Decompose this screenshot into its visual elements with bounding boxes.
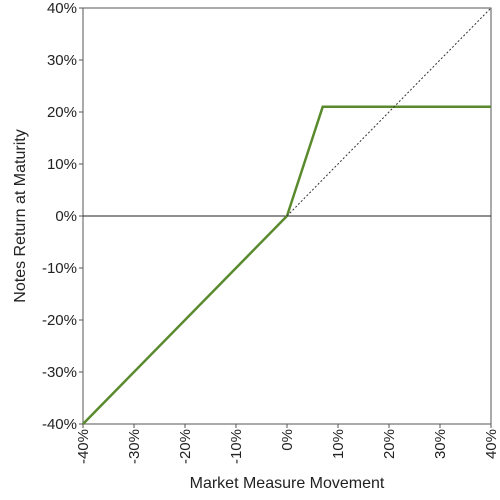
y-tick-label: 20% [47, 104, 77, 121]
x-tick-label: 0% [279, 429, 296, 451]
x-tick-label: 30% [432, 429, 449, 459]
x-tick-label: -10% [228, 429, 245, 464]
y-tick-label: -30% [42, 364, 77, 381]
y-axis-title: Notes Return at Maturity [12, 129, 29, 302]
y-tick-label: 10% [47, 156, 77, 173]
x-axis-title: Market Measure Movement [190, 475, 385, 492]
notes-return-line [82, 105, 491, 425]
reference-diagonal-line [286, 7, 492, 217]
y-tick-label: 0% [55, 208, 77, 225]
x-tick-label: -40% [75, 429, 92, 464]
x-tick-label: -20% [177, 429, 194, 464]
x-tick-label: 20% [381, 429, 398, 459]
y-tick-label: -20% [42, 312, 77, 329]
x-tick-label: 10% [330, 429, 347, 459]
y-tick-label: 40% [47, 0, 77, 17]
y-tick-label: -40% [42, 416, 77, 433]
y-tick-label: 30% [47, 52, 77, 69]
y-tick-label: -10% [42, 260, 77, 277]
x-tick-label: 40% [483, 429, 500, 459]
x-tick-label: -30% [126, 429, 143, 464]
